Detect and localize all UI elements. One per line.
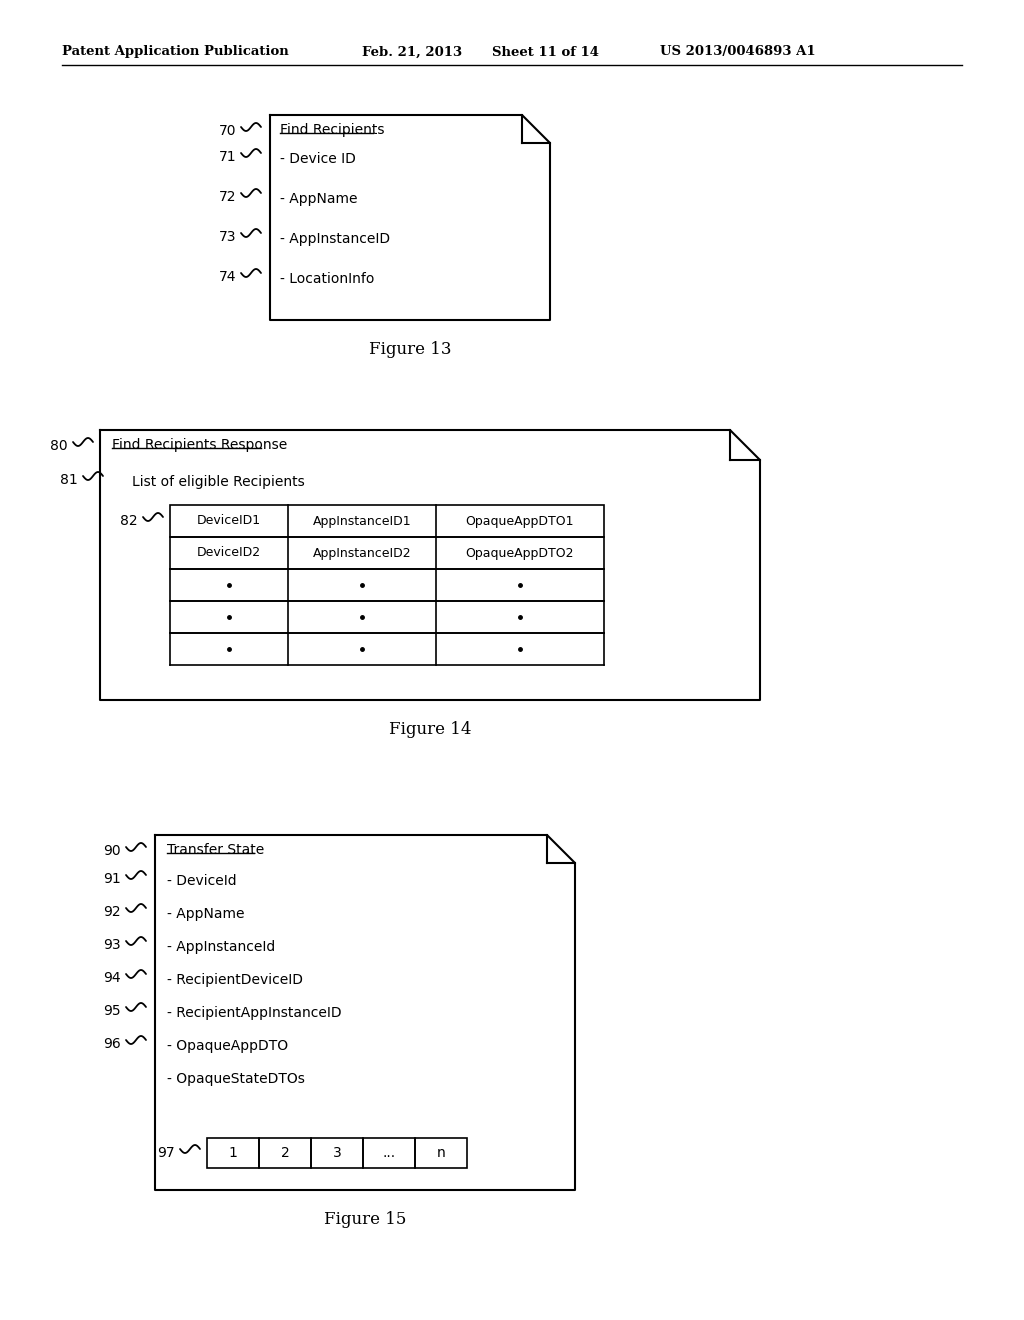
- Text: 70: 70: [218, 124, 236, 139]
- Text: - DeviceId: - DeviceId: [167, 874, 237, 888]
- Text: - AppName: - AppName: [280, 191, 357, 206]
- Text: - OpaqueAppDTO: - OpaqueAppDTO: [167, 1039, 288, 1053]
- Bar: [207, 1138, 259, 1168]
- Text: ...: ...: [382, 1146, 395, 1160]
- Text: 96: 96: [103, 1038, 121, 1051]
- Text: - LocationInfo: - LocationInfo: [280, 272, 375, 286]
- Bar: [259, 1138, 311, 1168]
- Text: 1: 1: [228, 1146, 238, 1160]
- Text: 97: 97: [158, 1146, 175, 1160]
- Text: - OpaqueStateDTOs: - OpaqueStateDTOs: [167, 1072, 305, 1086]
- Text: - AppInstanceId: - AppInstanceId: [167, 940, 275, 954]
- Text: 80: 80: [50, 440, 68, 453]
- Text: - AppInstanceID: - AppInstanceID: [280, 232, 390, 246]
- Bar: [415, 1138, 467, 1168]
- Text: US 2013/0046893 A1: US 2013/0046893 A1: [660, 45, 816, 58]
- Bar: [362, 1138, 415, 1168]
- Text: 82: 82: [121, 513, 138, 528]
- Text: Patent Application Publication: Patent Application Publication: [62, 45, 289, 58]
- Text: 95: 95: [103, 1005, 121, 1018]
- Bar: [170, 537, 604, 569]
- Text: 92: 92: [103, 906, 121, 919]
- Text: - Device ID: - Device ID: [280, 152, 356, 166]
- Text: OpaqueAppDTO2: OpaqueAppDTO2: [466, 546, 574, 560]
- Text: Figure 14: Figure 14: [389, 722, 471, 738]
- Text: Figure 13: Figure 13: [369, 342, 452, 359]
- Text: Find Recipients Response: Find Recipients Response: [112, 438, 288, 451]
- Text: 71: 71: [218, 150, 236, 164]
- Text: DeviceID2: DeviceID2: [197, 546, 261, 560]
- Text: 81: 81: [60, 473, 78, 487]
- Text: 73: 73: [218, 230, 236, 244]
- Text: - RecipientDeviceID: - RecipientDeviceID: [167, 973, 303, 987]
- Text: AppInstanceID1: AppInstanceID1: [312, 515, 412, 528]
- Text: 94: 94: [103, 972, 121, 985]
- Text: Sheet 11 of 14: Sheet 11 of 14: [492, 45, 599, 58]
- Text: DeviceID1: DeviceID1: [197, 515, 261, 528]
- Text: Transfer State: Transfer State: [167, 843, 264, 857]
- Text: 91: 91: [103, 873, 121, 886]
- Text: - RecipientAppInstanceID: - RecipientAppInstanceID: [167, 1006, 342, 1020]
- Text: 3: 3: [333, 1146, 341, 1160]
- Text: Feb. 21, 2013: Feb. 21, 2013: [362, 45, 462, 58]
- Text: 93: 93: [103, 939, 121, 952]
- Text: 74: 74: [218, 271, 236, 284]
- Text: n: n: [436, 1146, 445, 1160]
- Text: Find Recipients: Find Recipients: [280, 123, 384, 137]
- Text: List of eligible Recipients: List of eligible Recipients: [132, 475, 305, 488]
- Text: - AppName: - AppName: [167, 907, 245, 921]
- Text: 72: 72: [218, 190, 236, 205]
- Text: 90: 90: [103, 843, 121, 858]
- Bar: [311, 1138, 362, 1168]
- Text: Figure 15: Figure 15: [324, 1212, 407, 1229]
- Text: OpaqueAppDTO1: OpaqueAppDTO1: [466, 515, 574, 528]
- Text: 2: 2: [281, 1146, 290, 1160]
- Bar: [170, 506, 604, 537]
- Text: AppInstanceID2: AppInstanceID2: [312, 546, 412, 560]
